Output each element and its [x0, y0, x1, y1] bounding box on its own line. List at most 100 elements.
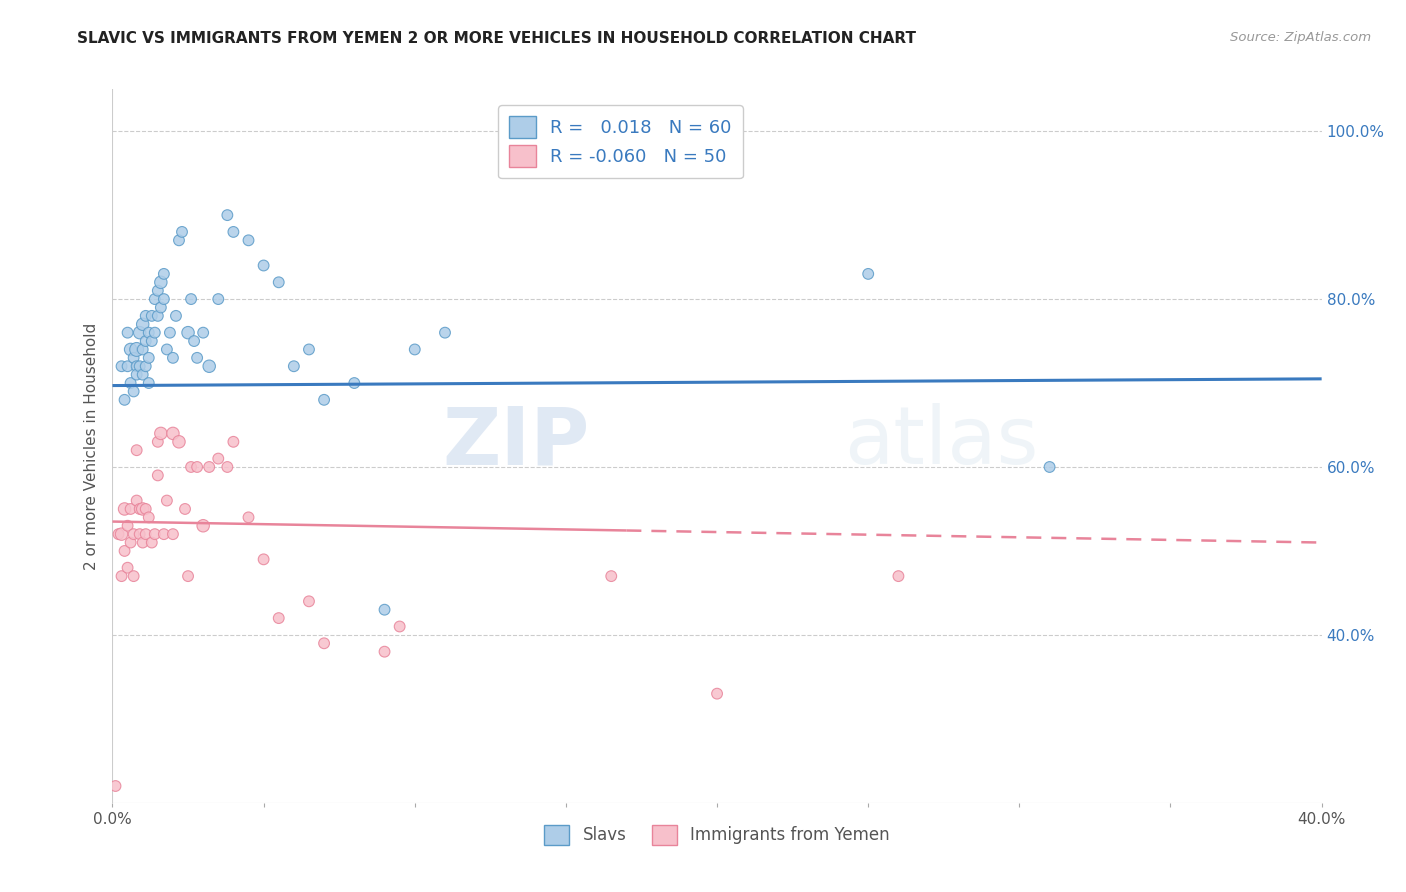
Point: [162, 351, 184, 365]
Point: [141, 535, 163, 549]
Point: [117, 560, 139, 574]
Point: [138, 376, 160, 390]
Point: [177, 326, 200, 340]
Point: [167, 233, 190, 247]
Point: [146, 434, 169, 449]
Point: [238, 510, 260, 524]
Point: [207, 292, 229, 306]
Point: [198, 359, 221, 374]
Text: ZIP: ZIP: [443, 403, 591, 482]
Point: [856, 267, 880, 281]
Point: [141, 309, 163, 323]
Point: [267, 611, 290, 625]
Point: [132, 318, 155, 332]
Point: [146, 468, 169, 483]
Point: [191, 326, 214, 340]
Point: [183, 334, 205, 348]
Point: [180, 292, 202, 306]
Point: [156, 493, 179, 508]
Point: [186, 351, 208, 365]
Point: [149, 301, 172, 315]
Point: [122, 569, 145, 583]
Point: [186, 460, 208, 475]
Point: [125, 443, 148, 458]
Point: [125, 359, 148, 374]
Point: [117, 326, 139, 340]
Point: [217, 208, 239, 222]
Point: [143, 527, 166, 541]
Point: [238, 233, 260, 247]
Point: [122, 384, 145, 399]
Point: [132, 502, 155, 516]
Point: [217, 460, 239, 475]
Point: [104, 779, 127, 793]
Point: [135, 502, 157, 516]
Point: [132, 368, 155, 382]
Point: [128, 326, 150, 340]
Point: [135, 527, 157, 541]
Point: [180, 460, 202, 475]
Y-axis label: 2 or more Vehicles in Household: 2 or more Vehicles in Household: [83, 322, 98, 570]
Text: atlas: atlas: [844, 403, 1039, 482]
Point: [135, 334, 157, 348]
Point: [374, 645, 396, 659]
Point: [128, 502, 150, 516]
Point: [267, 275, 290, 289]
Text: SLAVIC VS IMMIGRANTS FROM YEMEN 2 OR MORE VEHICLES IN HOUSEHOLD CORRELATION CHAR: SLAVIC VS IMMIGRANTS FROM YEMEN 2 OR MOR…: [77, 31, 917, 46]
Point: [159, 326, 181, 340]
Point: [191, 518, 214, 533]
Point: [114, 502, 136, 516]
Point: [298, 343, 321, 357]
Point: [149, 275, 172, 289]
Point: [146, 309, 169, 323]
Point: [114, 392, 136, 407]
Point: [122, 351, 145, 365]
Point: [135, 359, 157, 374]
Point: [117, 518, 139, 533]
Point: [374, 603, 396, 617]
Point: [388, 619, 411, 633]
Point: [433, 326, 456, 340]
Point: [222, 434, 245, 449]
Point: [141, 334, 163, 348]
Point: [207, 451, 229, 466]
Point: [174, 502, 197, 516]
Point: [110, 569, 132, 583]
Point: [343, 376, 366, 390]
Point: [314, 636, 336, 650]
Point: [125, 493, 148, 508]
Point: [110, 359, 132, 374]
Point: [156, 343, 179, 357]
Point: [146, 284, 169, 298]
Point: [138, 510, 160, 524]
Point: [600, 569, 623, 583]
Point: [107, 527, 129, 541]
Point: [1038, 460, 1062, 475]
Point: [167, 434, 190, 449]
Point: [162, 426, 184, 441]
Point: [120, 343, 142, 357]
Point: [125, 343, 148, 357]
Point: [149, 426, 172, 441]
Point: [153, 527, 176, 541]
Point: [120, 502, 142, 516]
Point: [120, 535, 142, 549]
Point: [165, 309, 187, 323]
Point: [114, 544, 136, 558]
Point: [120, 376, 142, 390]
Point: [404, 343, 426, 357]
Point: [132, 343, 155, 357]
Point: [117, 359, 139, 374]
Point: [253, 259, 276, 273]
Point: [153, 292, 176, 306]
Point: [706, 687, 728, 701]
Point: [222, 225, 245, 239]
Point: [887, 569, 910, 583]
Text: Source: ZipAtlas.com: Source: ZipAtlas.com: [1230, 31, 1371, 45]
Point: [128, 359, 150, 374]
Point: [135, 309, 157, 323]
Point: [314, 392, 336, 407]
Legend: Slavs, Immigrants from Yemen: Slavs, Immigrants from Yemen: [538, 818, 896, 852]
Point: [143, 326, 166, 340]
Point: [283, 359, 305, 374]
